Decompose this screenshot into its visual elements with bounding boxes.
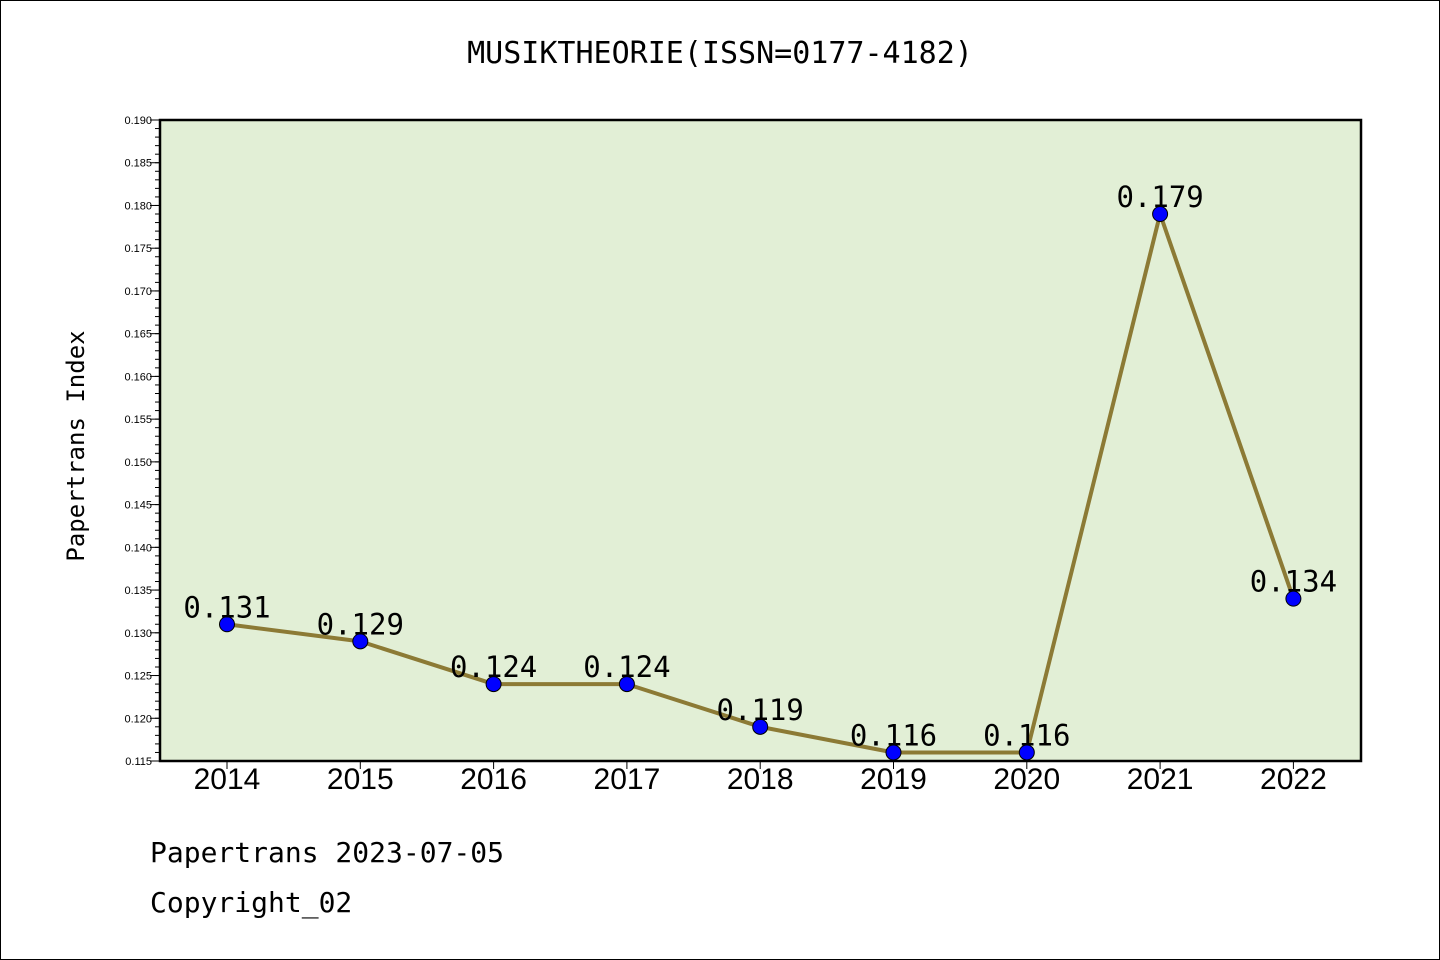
- plot-background: [160, 120, 1361, 761]
- y-tick-label: 0.180: [124, 200, 152, 212]
- x-tick-label: 2020: [993, 763, 1060, 796]
- data-point: [1285, 590, 1302, 607]
- footer-copyright: Copyright_02: [150, 886, 353, 919]
- x-tick-label: 2017: [594, 763, 661, 796]
- data-point: [1152, 206, 1169, 223]
- data-label: 0.116: [983, 718, 1070, 752]
- y-tick-label: 0.140: [124, 542, 152, 554]
- data-point: [352, 633, 369, 650]
- data-label: 0.124: [450, 650, 537, 684]
- data-label: 0.129: [317, 607, 404, 641]
- x-tick-label: 2021: [1127, 763, 1194, 796]
- y-tick-label: 0.155: [124, 414, 152, 426]
- plot-border: [158, 118, 1363, 763]
- y-tick-label: 0.190: [124, 115, 152, 127]
- y-tick-label: 0.125: [124, 671, 152, 683]
- x-tick-label: 2019: [860, 763, 927, 796]
- y-tick-label: 0.165: [124, 329, 152, 341]
- data-label: 0.119: [717, 693, 804, 727]
- data-point: [618, 676, 635, 693]
- data-point: [219, 616, 235, 633]
- y-tick-label: 0.130: [124, 628, 152, 640]
- x-tick-label: 2022: [1260, 763, 1327, 796]
- data-label: 0.116: [850, 718, 937, 752]
- x-tick-label: 2018: [727, 763, 794, 796]
- y-tick-label: 0.135: [124, 585, 152, 597]
- data-label: 0.124: [583, 650, 670, 684]
- y-tick-label: 0.175: [124, 243, 152, 255]
- x-tick-label: 2016: [460, 763, 527, 796]
- data-label: 0.131: [183, 590, 270, 624]
- footer-date: Papertrans 2023-07-05: [150, 836, 505, 869]
- data-point: [485, 676, 502, 693]
- chart-title: MUSIKTHEORIE(ISSN=0177-4182): [467, 36, 973, 71]
- data-label: 0.134: [1250, 565, 1337, 599]
- x-tick-label: 2014: [194, 763, 261, 796]
- y-tick-label: 0.145: [124, 500, 152, 512]
- y-tick-label: 0.160: [124, 371, 152, 383]
- y-tick-label: 0.170: [124, 286, 152, 298]
- data-point: [752, 718, 769, 735]
- x-tick-label: 2015: [327, 763, 394, 796]
- y-tick-label: 0.150: [124, 457, 152, 469]
- y-tick-label: 0.185: [124, 158, 152, 170]
- y-tick-label: 0.115: [125, 756, 152, 768]
- y-tick-label: 0.120: [124, 713, 152, 725]
- data-label: 0.179: [1116, 180, 1203, 214]
